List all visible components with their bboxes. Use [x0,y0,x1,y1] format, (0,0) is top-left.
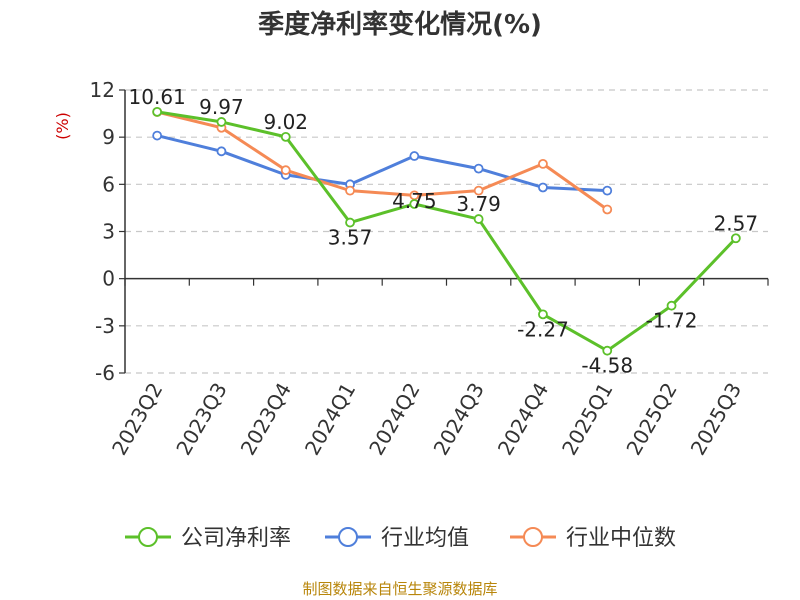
data-label: 4.75 [392,189,437,213]
y-axis-label: (%) [53,112,72,140]
legend-item[interactable]: 行业中位数 [510,526,676,551]
data-point [280,165,291,176]
data-point [602,204,613,215]
legend-swatch-marker [138,527,158,547]
x-tick-label: 2023Q2 [107,379,167,460]
data-point [602,185,613,196]
x-tick-label: 2024Q3 [429,379,489,460]
series-lines [152,106,741,356]
y-tick-label: 3 [102,220,115,244]
y-tick-label: 12 [90,78,115,102]
data-label: 9.02 [263,110,308,134]
series-line [156,110,737,353]
legend-swatch-marker [523,527,543,547]
y-tick-label: -6 [95,361,115,385]
data-point [216,117,227,127]
x-tick-label: 2025Q3 [686,379,746,460]
x-tick-label: 2024Q2 [364,379,424,460]
series-line [156,110,609,211]
legend-label: 行业中位数 [566,526,676,551]
x-tick-label: 2025Q1 [557,379,617,460]
data-point [409,151,420,161]
data-point [538,182,548,193]
data-point [345,217,355,228]
x-tick-label: 2025Q2 [621,379,681,460]
data-label: 10.61 [129,85,186,109]
y-ticks: 12 9 6 3 0 -3 -6 [90,78,125,385]
data-point [538,309,548,320]
data-label: 2.57 [714,211,759,235]
legend-item[interactable]: 公司净利率 [125,526,291,551]
data-label: -4.58 [581,354,633,378]
data-point [473,185,484,196]
data-point [602,345,613,356]
data-point [216,146,227,157]
data-label: -2.27 [517,317,569,341]
y-tick-label: 6 [102,172,115,196]
data-point [730,233,741,244]
x-tick-label: 2023Q3 [171,379,231,460]
data-point [473,214,484,224]
data-labels: 10.61 9.97 9.02 3.57 4.75 3.79 -2.27 -4.58 -1.72… [129,85,759,378]
grid-lines [125,89,768,374]
data-source-note: 制图数据来自恒生聚源数据库 [302,580,497,598]
y-tick-label: 9 [102,125,115,149]
legend-item[interactable]: 行业均值 [325,526,469,551]
series-line [156,134,608,193]
y-tick-label: -3 [95,314,115,338]
data-label: 9.97 [199,95,244,119]
x-tick-label: 2023Q4 [236,379,296,460]
y-tick-label: 0 [102,267,115,291]
data-label: 3.79 [456,192,501,216]
data-point [666,300,677,311]
data-label: 3.57 [328,226,373,250]
legend[interactable]: 公司净利率 行业均值 行业中位数 [125,526,676,551]
data-point [538,158,548,169]
data-label: -1.72 [646,309,698,333]
data-point [280,131,291,142]
x-tick-label: 2024Q4 [493,379,553,460]
data-point [473,163,484,174]
x-tick-label: 2024Q1 [300,379,360,460]
data-point [409,199,420,209]
chart-title: 季度净利率变化情况(%) [258,9,542,40]
data-point [152,130,163,141]
legend-label: 公司净利率 [181,526,291,551]
legend-label: 行业均值 [381,526,469,551]
data-point [345,185,355,196]
data-point [152,106,163,117]
legend-swatch-marker [338,527,358,547]
